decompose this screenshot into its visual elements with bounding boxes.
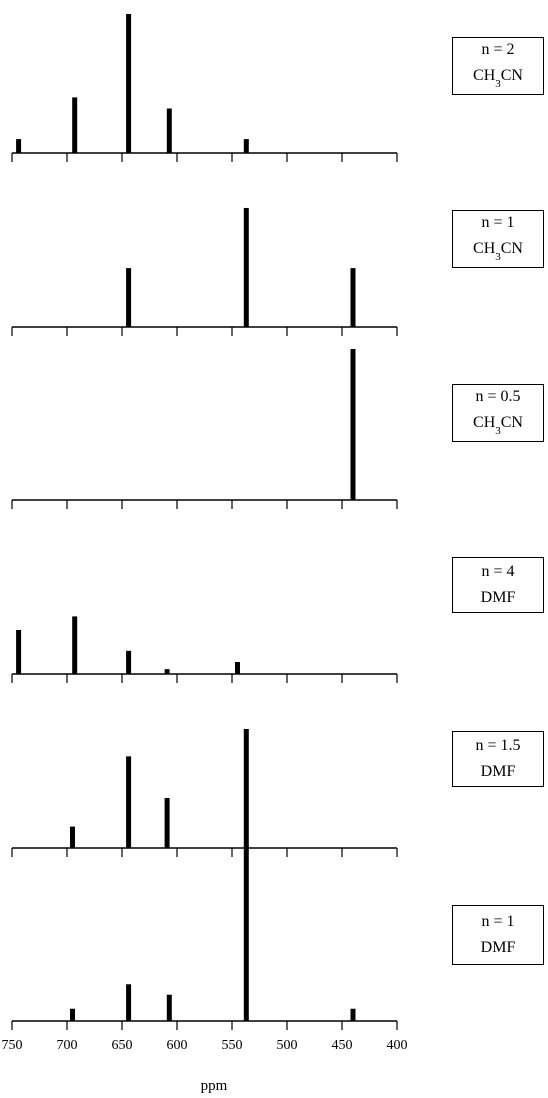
x-tick-label: 500 [277, 1038, 298, 1053]
x-tick-label: 650 [112, 1038, 133, 1053]
panel-6-peak [70, 1008, 75, 1021]
panel-label-line1: n = 4 [481, 563, 515, 580]
x-tick-label: 750 [2, 1038, 23, 1053]
panel-label-line2: CH3CN [473, 414, 523, 437]
panel-1-label-box: n = 2 CH3CN [452, 37, 544, 95]
panel-3-label-box: n = 0.5 CH3CN [452, 384, 544, 442]
panel-1-peak [166, 108, 172, 153]
panel-1-peak [243, 139, 249, 153]
panel-5-peak [126, 756, 132, 848]
panel-2-peak [350, 268, 356, 327]
panel-4-peak [235, 662, 240, 674]
panel-5-peak [243, 729, 249, 848]
panel-1-peak [126, 14, 132, 153]
panel-label-line1: n = 1 [481, 913, 515, 930]
panel-3-peak [350, 349, 356, 500]
panel-2-peak [243, 207, 249, 327]
panel-6-peak [166, 994, 172, 1021]
x-tick-label: 400 [387, 1038, 408, 1053]
panel-5-peak [70, 826, 75, 848]
panel-6-label-box: n = 1 DMF [452, 905, 544, 965]
panel-label-line2: CH3CN [473, 67, 523, 90]
panel-label-line2: CH3CN [473, 240, 523, 263]
panel-4-label-box: n = 4 DMF [452, 557, 544, 613]
panel-5-label-box: n = 1.5 DMF [452, 731, 544, 787]
panel-label-line2: DMF [480, 763, 516, 780]
panel-label-line2: DMF [480, 589, 516, 606]
panel-label-line1: n = 1.5 [475, 737, 521, 754]
panel-label-line1: n = 0.5 [475, 388, 521, 406]
panel-4-peak [126, 650, 132, 674]
x-tick-label: 550 [222, 1038, 243, 1053]
panel-2-label-box: n = 1 CH3CN [452, 210, 544, 268]
panel-label-line1: n = 1 [481, 214, 515, 232]
panel-6-peak [243, 846, 249, 1021]
panel-5-peak [164, 798, 170, 848]
x-tick-label: 600 [167, 1038, 188, 1053]
panel-4-peak [72, 616, 78, 674]
panel-6-peak [350, 1008, 356, 1021]
panel-2-peak [126, 268, 132, 327]
panel-1-peak [72, 97, 78, 153]
panel-4-peak [16, 630, 22, 674]
panel-label-line1: n = 2 [481, 41, 515, 59]
panel-4-peak [164, 669, 170, 674]
x-tick-label: 450 [332, 1038, 353, 1053]
panel-6-peak [126, 984, 132, 1021]
x-axis-label: ppm [201, 1078, 228, 1094]
panel-label-line2: DMF [480, 939, 516, 956]
x-tick-label: 700 [57, 1038, 78, 1053]
panel-1-peak [16, 139, 22, 153]
